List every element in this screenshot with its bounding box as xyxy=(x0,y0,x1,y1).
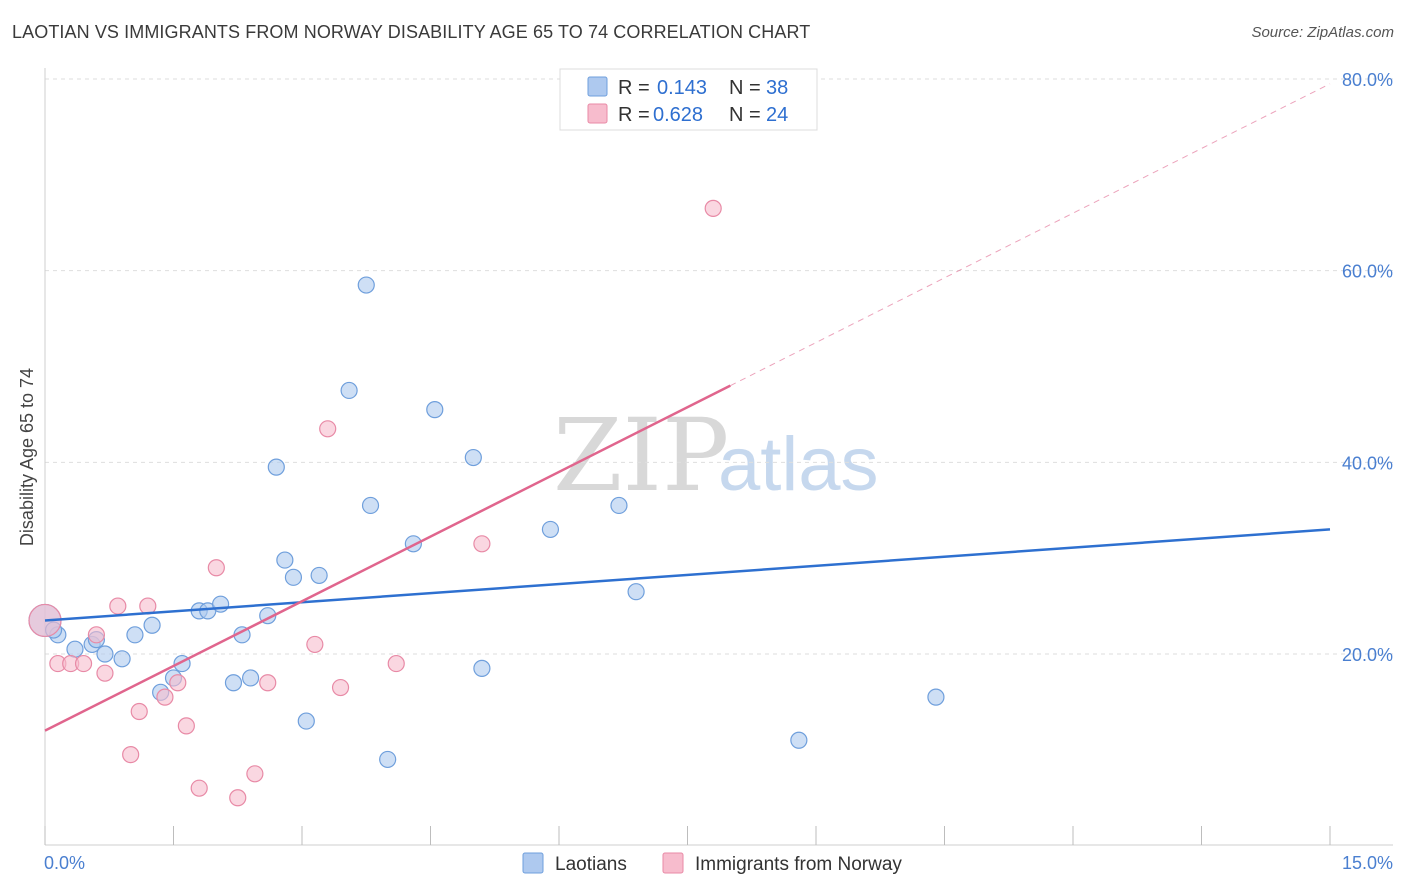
legend-r-label-2: R = xyxy=(618,104,650,126)
source-label: Source: ZipAtlas.com xyxy=(1251,24,1394,41)
point-laotian-32 xyxy=(541,520,560,539)
series-legend-label-norway: Immigrants from Norway xyxy=(695,854,902,875)
point-laotian-27 xyxy=(379,750,397,769)
y-tick-label-80: 80.0% xyxy=(1342,70,1393,90)
data-points xyxy=(28,199,945,807)
trend-lines xyxy=(44,83,1331,732)
legend-r-value-1: 0.143 xyxy=(657,77,707,99)
point-norway-8 xyxy=(130,702,148,721)
point-norway-22 xyxy=(473,535,491,553)
point-laotian-26 xyxy=(361,496,380,515)
legend-r-label-1: R = xyxy=(618,77,650,99)
point-norway-14 xyxy=(207,559,225,577)
point-laotian-25 xyxy=(357,276,375,294)
watermark-atlas: atlas xyxy=(718,422,879,507)
series-legend-swatch-laotians xyxy=(522,852,544,874)
trend-line-laotians xyxy=(44,528,1331,622)
point-laotian-20 xyxy=(276,551,294,569)
point-laotian-33 xyxy=(610,496,628,515)
point-norway-21 xyxy=(387,654,405,673)
point-norway-12 xyxy=(177,717,195,735)
legend-r-value-2: 0.628 xyxy=(653,104,703,126)
point-laotian-5 xyxy=(96,645,114,663)
series-legend-swatch-norway xyxy=(662,852,684,874)
point-norway-18 xyxy=(306,635,324,654)
point-laotian-15 xyxy=(224,674,243,692)
trend-line-norway-extension xyxy=(730,83,1331,387)
point-laotian-2 xyxy=(66,640,84,658)
point-norway-10 xyxy=(156,688,174,706)
point-laotian-21 xyxy=(284,568,303,586)
point-norway-15 xyxy=(229,789,247,807)
x-ticks xyxy=(44,826,1331,845)
point-norway-6 xyxy=(109,597,127,615)
watermark-zip: ZIP xyxy=(553,397,729,514)
point-norway-20 xyxy=(331,678,350,697)
point-laotian-7 xyxy=(126,626,144,644)
point-laotian-31 xyxy=(473,659,491,677)
point-norway-19 xyxy=(319,420,337,438)
x-tick-label-max: 15.0% xyxy=(1342,853,1393,873)
point-norway-17 xyxy=(259,674,277,692)
legend-swatch-norway xyxy=(587,103,608,124)
point-norway-16 xyxy=(246,765,264,783)
chart-title: LAOTIAN VS IMMIGRANTS FROM NORWAY DISABI… xyxy=(12,22,811,42)
series-legend-label-laotians: Laotians xyxy=(555,854,627,875)
x-tick-label-min: 0.0% xyxy=(44,853,85,873)
legend-n-label-1: N = xyxy=(729,77,761,99)
stats-legend: R = 0.143 N = 38 R = 0.628 N = 24 xyxy=(559,68,818,131)
legend-n-label-2: N = xyxy=(729,104,761,126)
point-laotian-30 xyxy=(464,448,482,467)
axes xyxy=(44,68,1393,846)
y-tick-label-40: 40.0% xyxy=(1342,453,1393,473)
point-norway-11 xyxy=(169,674,187,692)
point-laotian-36 xyxy=(927,688,945,706)
legend-n-value-1: 38 xyxy=(766,77,788,99)
point-norway-23 xyxy=(704,199,722,217)
point-laotian-34 xyxy=(627,583,645,601)
point-laotian-17 xyxy=(242,669,260,687)
point-laotian-24 xyxy=(340,381,358,400)
point-laotian-8 xyxy=(143,616,161,634)
y-tick-label-20: 20.0% xyxy=(1342,645,1393,665)
point-laotian-19 xyxy=(267,458,285,476)
point-laotian-23 xyxy=(310,566,328,585)
point-norway-4 xyxy=(87,626,106,644)
point-laotian-29 xyxy=(426,401,444,419)
legend-n-value-2: 24 xyxy=(766,104,788,126)
y-tick-label-60: 60.0% xyxy=(1342,262,1393,282)
point-norway-3 xyxy=(74,654,93,673)
point-laotian-22 xyxy=(297,712,315,730)
point-norway-5 xyxy=(96,664,114,682)
y-tick-labels: 20.0% 40.0% 60.0% 80.0% xyxy=(1342,70,1393,665)
series-legend: Laotians Immigrants from Norway xyxy=(522,852,902,875)
point-laotian-6 xyxy=(113,650,131,668)
y-axis-label: Disability Age 65 to 74 xyxy=(17,368,37,546)
gridlines xyxy=(45,78,1393,655)
point-norway-13 xyxy=(190,779,208,797)
trend-line-norway xyxy=(44,384,731,732)
legend-swatch-laotians xyxy=(587,76,608,97)
point-laotian-35 xyxy=(790,731,808,749)
point-norway-7 xyxy=(122,746,140,764)
point-laotian-14 xyxy=(212,595,230,613)
